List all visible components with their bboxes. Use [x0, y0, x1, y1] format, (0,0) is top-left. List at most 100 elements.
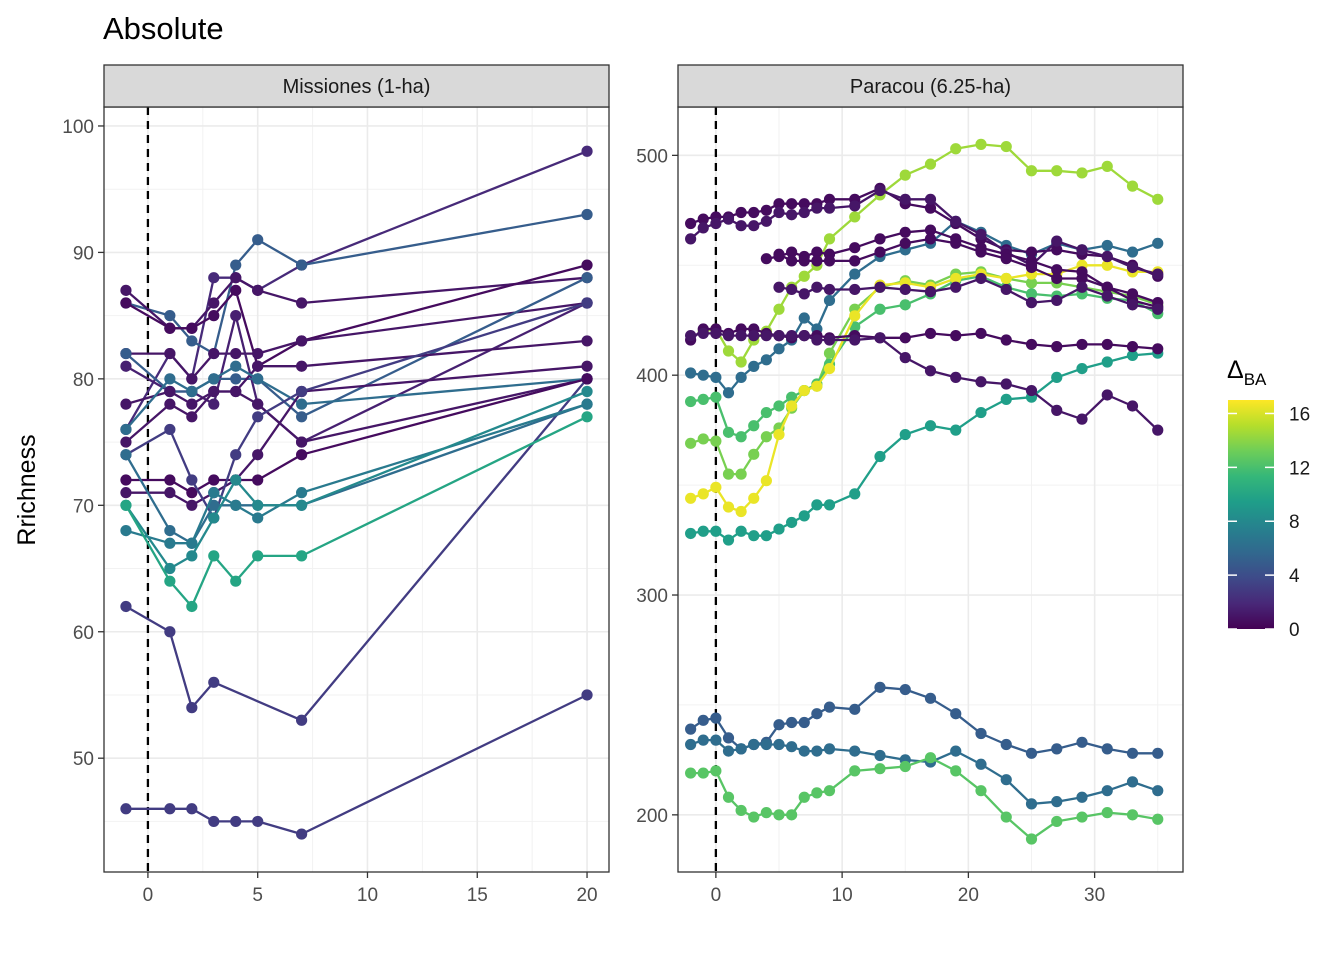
data-point [899, 169, 911, 181]
data-point [697, 213, 709, 225]
data-point [1101, 239, 1113, 252]
data-point [798, 330, 810, 342]
data-point [899, 428, 911, 441]
data-point [1076, 811, 1088, 823]
data-point [710, 734, 722, 746]
data-point [164, 398, 176, 410]
data-point [120, 524, 132, 537]
data-point [1076, 413, 1088, 425]
data-point [230, 449, 242, 461]
data-point [849, 765, 861, 777]
data-point [1101, 160, 1113, 172]
data-point [899, 237, 911, 249]
data-point [899, 226, 911, 238]
data-point [697, 714, 709, 726]
data-point [208, 512, 220, 524]
data-point [760, 431, 772, 443]
y-tick-label: 200 [636, 806, 668, 827]
data-point [950, 281, 962, 293]
data-point [748, 448, 760, 460]
data-point [924, 752, 937, 764]
data-point [697, 222, 709, 234]
data-point [798, 745, 810, 757]
y-tick-label: 500 [636, 146, 668, 167]
data-point [1051, 815, 1063, 828]
data-point [1051, 235, 1063, 247]
data-point [748, 492, 760, 504]
data-point [849, 211, 861, 223]
data-point [208, 474, 220, 486]
data-point [186, 803, 198, 815]
data-point [1025, 165, 1038, 177]
data-point [748, 420, 760, 432]
data-point [899, 332, 911, 344]
data-point [735, 431, 747, 443]
series-0 [120, 689, 593, 840]
data-point [760, 204, 772, 216]
data-point [735, 525, 747, 537]
data-point [685, 330, 697, 342]
data-point [1126, 299, 1139, 311]
data-point [581, 272, 593, 284]
data-point [120, 360, 132, 372]
data-point [685, 738, 697, 751]
series-10 [773, 272, 1164, 315]
data-point [581, 385, 593, 398]
data-point [950, 215, 962, 227]
data-point [120, 423, 132, 436]
data-point [748, 530, 760, 542]
data-point [773, 206, 785, 219]
data-point [230, 259, 242, 271]
data-point [773, 738, 785, 751]
data-point [208, 487, 220, 499]
legend-tick-label: 4 [1289, 566, 1300, 587]
data-point [1076, 338, 1088, 351]
data-point [186, 550, 198, 562]
data-point [798, 312, 810, 324]
series-line [125, 378, 588, 722]
series-line [125, 415, 588, 608]
data-point [697, 734, 709, 746]
data-point [849, 283, 861, 296]
data-point [798, 791, 810, 803]
data-point [786, 391, 798, 403]
data-point [735, 220, 747, 232]
data-point [164, 347, 176, 360]
data-point [581, 373, 593, 385]
data-point [164, 562, 176, 575]
data-point [1051, 294, 1063, 307]
data-point [975, 228, 987, 241]
data-point [798, 384, 810, 397]
data-point [722, 426, 735, 438]
data-point [748, 220, 760, 232]
data-point [1025, 288, 1038, 300]
data-point [230, 272, 242, 284]
data-point [760, 215, 772, 227]
data-point [164, 537, 176, 549]
data-point [899, 683, 911, 696]
data-point [710, 327, 722, 340]
data-point [1000, 738, 1012, 751]
data-point [735, 371, 747, 383]
data-point [1101, 290, 1113, 302]
data-point [685, 437, 697, 449]
data-point [748, 360, 760, 372]
data-point [798, 716, 810, 729]
data-point [722, 791, 735, 803]
data-point [899, 299, 911, 311]
data-point [811, 202, 823, 214]
data-point [1025, 833, 1038, 845]
data-point [1051, 264, 1063, 276]
data-point [773, 303, 785, 315]
data-point [1126, 261, 1139, 274]
data-point [581, 208, 593, 221]
data-point [811, 787, 823, 799]
data-point [748, 811, 760, 823]
data-point [823, 202, 836, 214]
data-point [924, 365, 937, 377]
data-point [975, 246, 987, 258]
data-point [697, 433, 709, 445]
data-point [685, 723, 697, 735]
data-point [296, 335, 308, 347]
